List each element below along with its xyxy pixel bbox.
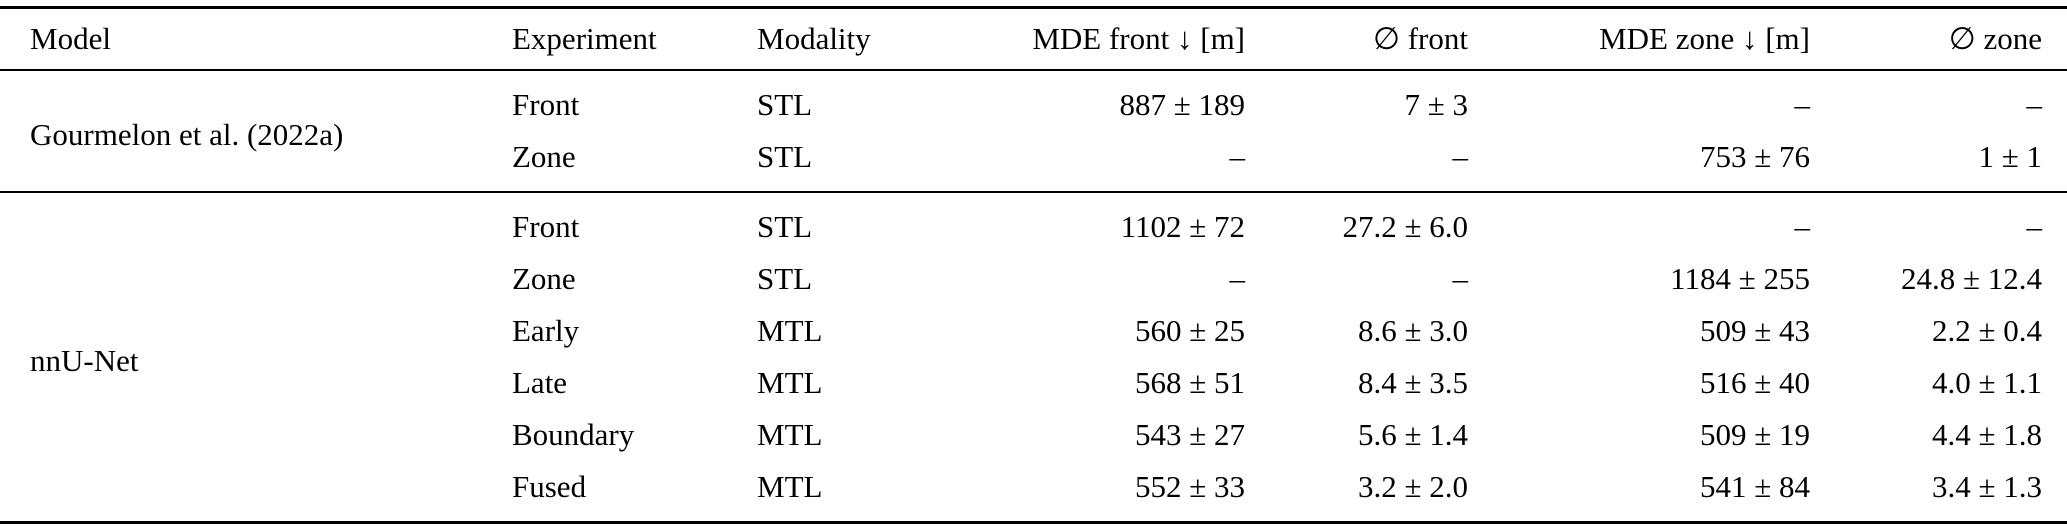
modality-cell: MTL [757,469,823,504]
avg-front-cell: 5.6 ± 1.4 [1357,417,1468,452]
avg-zone-cell: 3.4 ± 1.3 [1931,469,2042,504]
mde-zone-cell: – [1794,209,1811,244]
avg-zone-cell: 2.2 ± 0.4 [1931,313,2042,348]
experiment-cell: Front [512,87,580,122]
table-header-row: Model Experiment Modality MDE front ↓ [m… [0,8,2067,71]
column-header-mde-front: MDE front ↓ [m] [1032,21,1245,56]
modality-cell: STL [757,139,813,174]
modality-cell: MTL [757,417,823,452]
avg-front-cell: 3.2 ± 2.0 [1357,469,1468,504]
mde-front-cell: 560 ± 25 [1134,313,1245,348]
experiment-cell: Front [512,209,580,244]
experiment-cell: Zone [512,261,576,296]
table-row: Early MTL 560 ± 25 8.6 ± 3.0 509 ± 43 2.… [0,305,2067,357]
table-row: nnU-Net Front STL 1102 ± 72 27.2 ± 6.0 –… [0,192,2067,378]
table-row: Zone STL – – 1184 ± 255 24.8 ± 12.4 [0,253,2067,305]
avg-zone-cell: – [2026,209,2043,244]
table-row: Late MTL 568 ± 51 8.4 ± 3.5 516 ± 40 4.0… [0,357,2067,409]
results-table: Model Experiment Modality MDE front ↓ [m… [0,6,2067,524]
experiment-cell: Fused [512,469,587,504]
table-row: Gourmelon et al. (2022a) Front STL 887 ±… [0,70,2067,152]
avg-front-cell: 27.2 ± 6.0 [1342,209,1468,244]
mde-front-cell: 1102 ± 72 [1120,209,1245,244]
modality-cell: STL [757,261,813,296]
model-cell: nnU-Net [30,343,139,378]
mde-front-cell: 552 ± 33 [1134,469,1245,504]
column-header-avg-zone: ∅ zone [1948,21,2042,56]
experiment-cell: Early [512,313,580,348]
mde-zone-cell: – [1794,87,1811,122]
modality-cell: MTL [757,365,823,400]
avg-front-cell: 7 ± 3 [1404,87,1468,122]
mde-zone-cell: 541 ± 84 [1699,469,1810,504]
column-header-avg-front: ∅ front [1372,21,1468,56]
table-row: Boundary MTL 543 ± 27 5.6 ± 1.4 509 ± 19… [0,409,2067,461]
avg-zone-cell: 1 ± 1 [1978,139,2042,174]
experiment-cell: Zone [512,139,576,174]
column-header-model: Model [30,21,111,56]
avg-front-cell: – [1452,139,1469,174]
mde-zone-cell: 509 ± 43 [1699,313,1810,348]
mde-front-cell: 887 ± 189 [1119,87,1245,122]
column-header-mde-zone: MDE zone ↓ [m] [1599,21,1810,56]
table-header: Model Experiment Modality MDE front ↓ [m… [0,8,2067,71]
modality-cell: STL [757,87,813,122]
mde-zone-cell: 516 ± 40 [1699,365,1810,400]
avg-front-cell: – [1452,261,1469,296]
modality-cell: STL [757,209,813,244]
experiment-cell: Late [512,365,568,400]
mde-front-cell: – [1229,139,1246,174]
group-nnunet: nnU-Net Front STL 1102 ± 72 27.2 ± 6.0 –… [0,192,2067,523]
model-cell: Gourmelon et al. (2022a) [30,117,344,152]
mde-front-cell: – [1229,261,1246,296]
avg-zone-cell: 4.4 ± 1.8 [1931,417,2042,452]
mde-zone-cell: 509 ± 19 [1699,417,1810,452]
modality-cell: MTL [757,313,823,348]
avg-zone-cell: 24.8 ± 12.4 [1900,261,2042,296]
mde-front-cell: 568 ± 51 [1134,365,1245,400]
avg-front-cell: 8.6 ± 3.0 [1357,313,1468,348]
group-gourmelon: Gourmelon et al. (2022a) Front STL 887 ±… [0,70,2067,192]
mde-zone-cell: 1184 ± 255 [1670,261,1810,296]
mde-zone-cell: 753 ± 76 [1699,139,1810,174]
table-row: Fused MTL 552 ± 33 3.2 ± 2.0 541 ± 84 3.… [0,461,2067,523]
mde-front-cell: 543 ± 27 [1134,417,1245,452]
avg-zone-cell: – [2026,87,2043,122]
avg-front-cell: 8.4 ± 3.5 [1357,365,1468,400]
column-header-modality: Modality [757,21,871,56]
experiment-cell: Boundary [512,417,635,452]
table-row: Zone STL – – 753 ± 76 1 ± 1 [0,131,2067,192]
avg-zone-cell: 4.0 ± 1.1 [1931,365,2042,400]
column-header-experiment: Experiment [512,21,657,56]
